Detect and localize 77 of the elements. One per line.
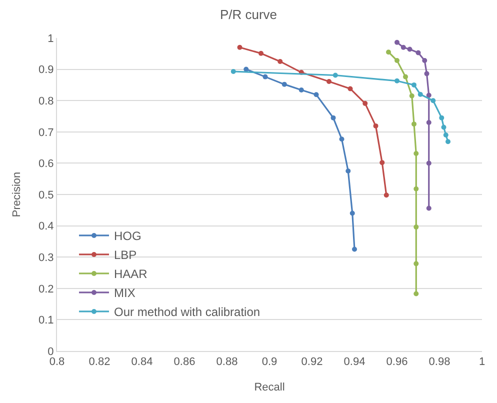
point xyxy=(400,44,406,50)
y-tick-label: 0.5 xyxy=(38,189,54,202)
y-axis-title: Precision xyxy=(11,172,24,218)
legend-label: MIX xyxy=(114,286,136,300)
point xyxy=(332,72,338,78)
y-tick-label: 0.8 xyxy=(38,95,54,108)
y-tick-label: 0.1 xyxy=(38,314,54,327)
point xyxy=(424,71,430,76)
x-tick-label: 0.88 xyxy=(216,356,238,368)
point xyxy=(403,74,408,80)
x-tick-label: 0.92 xyxy=(301,356,323,368)
point xyxy=(430,98,436,104)
y-tick-label: 0 xyxy=(48,346,54,358)
point xyxy=(262,74,268,80)
point xyxy=(407,46,412,52)
point xyxy=(414,261,419,266)
point xyxy=(350,210,355,216)
point xyxy=(426,160,432,166)
point xyxy=(422,58,428,64)
point xyxy=(326,79,332,84)
point xyxy=(414,151,419,156)
y-tick-label: 1 xyxy=(48,32,54,45)
x-tick-label: 0.84 xyxy=(131,356,153,368)
point xyxy=(258,50,264,56)
y-tick-label: 0.6 xyxy=(38,158,54,170)
x-tick-label: 0.98 xyxy=(428,356,450,368)
point xyxy=(394,78,400,84)
point xyxy=(352,246,357,252)
point xyxy=(443,132,448,138)
point xyxy=(230,68,236,74)
point xyxy=(394,40,400,45)
x-tick-label: 0.9 xyxy=(262,356,278,368)
point xyxy=(409,93,414,98)
point xyxy=(384,192,389,198)
point xyxy=(314,92,319,98)
point xyxy=(380,160,385,166)
point xyxy=(394,58,400,64)
legend-label: LBP xyxy=(114,248,137,262)
point xyxy=(282,82,287,87)
point xyxy=(237,44,242,50)
point xyxy=(298,87,304,92)
y-tick-label: 0.2 xyxy=(38,283,54,296)
point xyxy=(446,139,450,144)
point xyxy=(418,92,423,97)
point xyxy=(439,115,444,120)
point xyxy=(426,120,432,126)
x-axis-title: Recall xyxy=(254,381,285,394)
point xyxy=(412,122,416,127)
point xyxy=(426,92,432,98)
point xyxy=(373,123,378,128)
y-tick-label: 0.4 xyxy=(38,220,54,233)
point xyxy=(426,206,432,211)
chart-title: P/R curve xyxy=(220,7,278,22)
point xyxy=(441,124,446,130)
x-tick-label: 0.94 xyxy=(344,356,366,368)
point xyxy=(348,86,353,92)
point xyxy=(346,168,351,174)
point xyxy=(278,58,283,64)
point xyxy=(414,224,419,230)
point xyxy=(414,291,419,296)
y-tick-label: 0.3 xyxy=(38,252,54,264)
point xyxy=(414,186,419,192)
y-tick-label: 0.9 xyxy=(38,64,54,76)
point xyxy=(330,115,336,120)
legend-label: HOG xyxy=(114,229,142,244)
x-tick-label: 0.96 xyxy=(386,356,408,368)
point xyxy=(412,82,416,88)
x-tick-label: 1 xyxy=(478,356,486,368)
legend-label: Our method with calibration xyxy=(114,305,260,320)
point xyxy=(416,50,421,56)
y-tick-label: 0.7 xyxy=(38,126,54,139)
point xyxy=(362,100,368,106)
x-tick-label: 0.86 xyxy=(174,356,196,368)
x-tick-label: 0.82 xyxy=(88,356,110,368)
legend-label: HAAR xyxy=(114,267,148,282)
point xyxy=(386,50,391,55)
point xyxy=(339,136,344,142)
